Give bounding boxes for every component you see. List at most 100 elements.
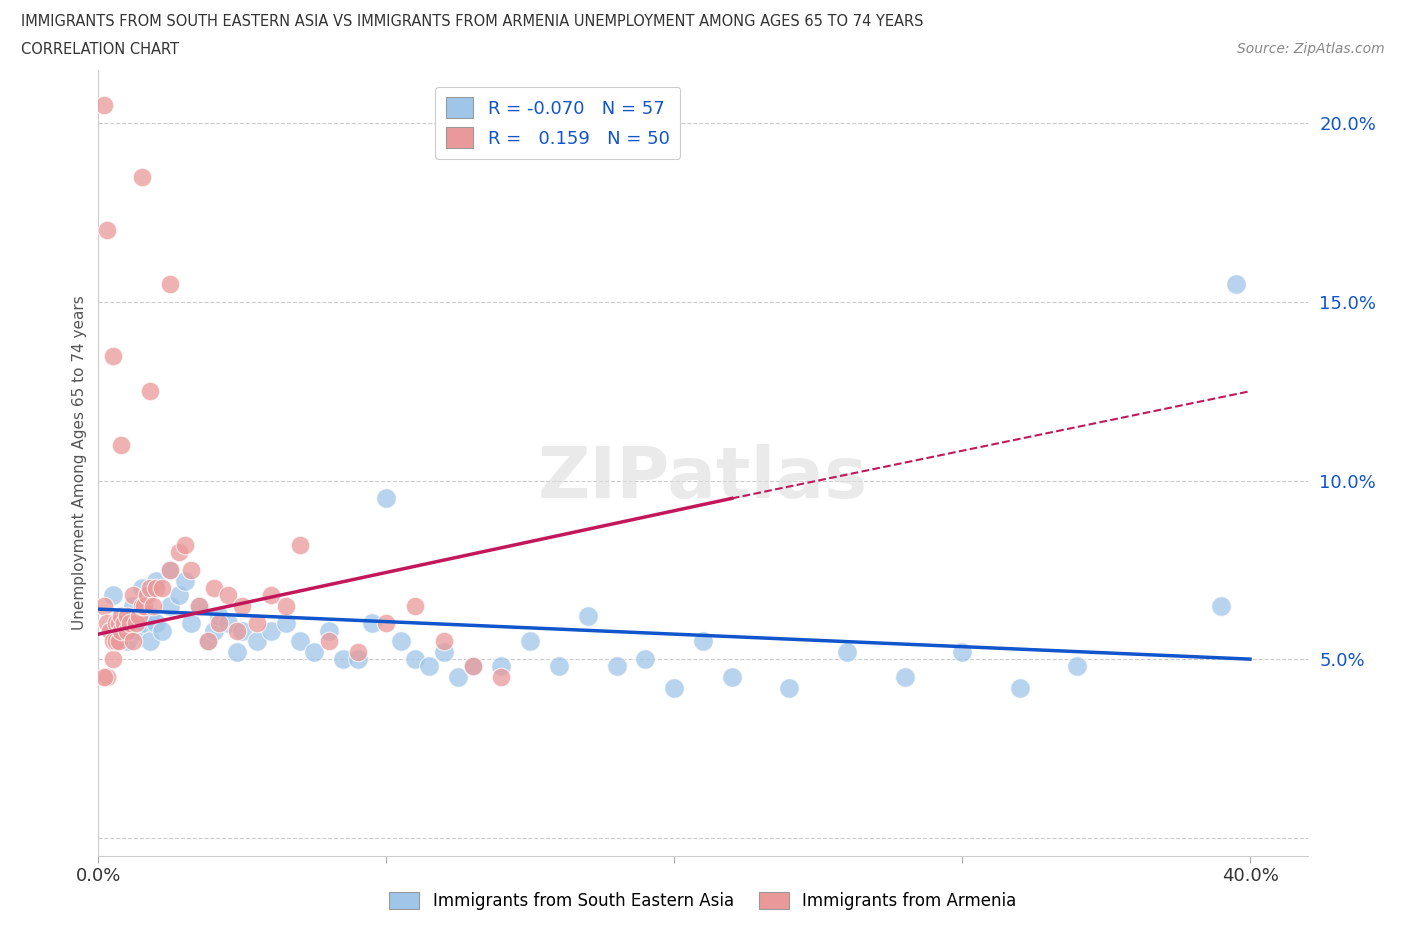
Point — [167, 545, 190, 560]
Point — [950, 644, 973, 659]
Point — [188, 598, 211, 613]
Point — [389, 634, 412, 649]
Point — [159, 563, 181, 578]
Point — [173, 573, 195, 588]
Point — [1008, 680, 1031, 695]
Point — [519, 634, 541, 649]
Point — [491, 670, 513, 684]
Point — [288, 634, 311, 649]
Point — [115, 609, 138, 624]
Point — [461, 658, 484, 673]
Point — [134, 598, 156, 613]
Point — [288, 538, 311, 552]
Text: IMMIGRANTS FROM SOUTH EASTERN ASIA VS IMMIGRANTS FROM ARMENIA UNEMPLOYMENT AMONG: IMMIGRANTS FROM SOUTH EASTERN ASIA VS IM… — [21, 14, 924, 29]
Point — [260, 623, 283, 638]
Point — [173, 538, 195, 552]
Point — [246, 634, 269, 649]
Point — [197, 634, 219, 649]
Point — [150, 623, 173, 638]
Point — [634, 652, 657, 667]
Text: ZIPatlas: ZIPatlas — [538, 444, 868, 512]
Point — [96, 223, 118, 238]
Point — [115, 623, 138, 638]
Text: Source: ZipAtlas.com: Source: ZipAtlas.com — [1237, 42, 1385, 56]
Point — [491, 658, 513, 673]
Point — [159, 563, 181, 578]
Y-axis label: Unemployment Among Ages 65 to 74 years: Unemployment Among Ages 65 to 74 years — [72, 296, 87, 630]
Point — [346, 644, 368, 659]
Point — [115, 634, 138, 649]
Point — [93, 670, 115, 684]
Point — [304, 644, 326, 659]
Point — [122, 598, 145, 613]
Point — [447, 670, 470, 684]
Point — [96, 616, 118, 631]
Point — [606, 658, 628, 673]
Point — [346, 652, 368, 667]
Point — [835, 644, 858, 659]
Point — [120, 616, 142, 631]
Point — [93, 98, 115, 113]
Point — [778, 680, 800, 695]
Point — [101, 348, 124, 363]
Point — [332, 652, 354, 667]
Legend: R = -0.070   N = 57, R =   0.159   N = 50: R = -0.070 N = 57, R = 0.159 N = 50 — [436, 86, 681, 159]
Point — [110, 437, 132, 452]
Point — [131, 169, 153, 184]
Point — [433, 634, 456, 649]
Point — [107, 616, 129, 631]
Point — [122, 588, 145, 603]
Point — [208, 616, 231, 631]
Point — [361, 616, 384, 631]
Point — [142, 598, 165, 613]
Point — [231, 623, 253, 638]
Point — [274, 616, 297, 631]
Point — [217, 616, 239, 631]
Point — [202, 623, 225, 638]
Point — [110, 609, 132, 624]
Point — [131, 598, 153, 613]
Point — [692, 634, 714, 649]
Point — [375, 616, 398, 631]
Point — [139, 384, 162, 399]
Point — [217, 588, 239, 603]
Point — [404, 598, 426, 613]
Point — [98, 623, 121, 638]
Point — [246, 616, 269, 631]
Point — [893, 670, 915, 684]
Point — [159, 276, 181, 291]
Point — [101, 652, 124, 667]
Point — [131, 580, 153, 595]
Point — [548, 658, 571, 673]
Point — [115, 623, 138, 638]
Point — [104, 616, 127, 631]
Point — [274, 598, 297, 613]
Point — [128, 609, 150, 624]
Point — [225, 644, 247, 659]
Point — [576, 609, 599, 624]
Point — [260, 588, 283, 603]
Point — [720, 670, 742, 684]
Point — [145, 580, 167, 595]
Point — [107, 634, 129, 649]
Point — [1225, 276, 1247, 291]
Point — [188, 598, 211, 613]
Point — [208, 609, 231, 624]
Point — [1066, 658, 1088, 673]
Point — [180, 563, 202, 578]
Point — [418, 658, 440, 673]
Point — [101, 634, 124, 649]
Text: CORRELATION CHART: CORRELATION CHART — [21, 42, 179, 57]
Point — [145, 616, 167, 631]
Point — [96, 670, 118, 684]
Point — [318, 634, 340, 649]
Point — [231, 598, 253, 613]
Point — [134, 616, 156, 631]
Point — [375, 491, 398, 506]
Point — [110, 623, 132, 638]
Point — [150, 580, 173, 595]
Point — [112, 616, 135, 631]
Point — [318, 623, 340, 638]
Point — [110, 609, 132, 624]
Point — [122, 634, 145, 649]
